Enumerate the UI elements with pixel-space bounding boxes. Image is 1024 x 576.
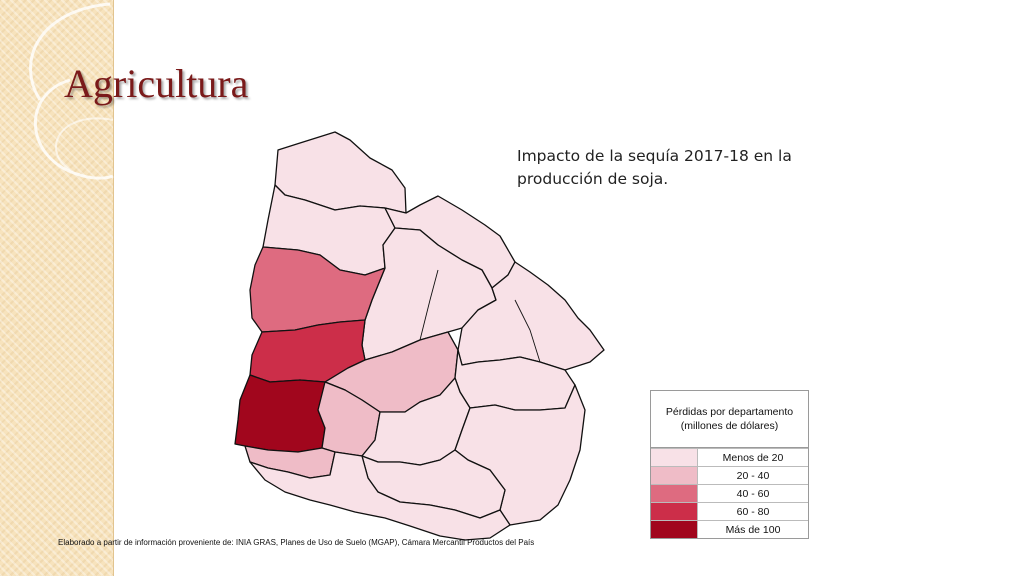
internal-border — [419, 269, 439, 341]
legend-item: Menos de 20 — [651, 448, 808, 466]
legend-item: Más de 100 — [651, 520, 808, 538]
legend-swatch — [651, 467, 698, 484]
region-south-coast — [249, 451, 511, 541]
legend-item: 40 - 60 — [651, 484, 808, 502]
legend-label: 20 - 40 — [736, 469, 770, 482]
legend-label: Menos de 20 — [722, 451, 784, 464]
legend-label: Más de 100 — [725, 523, 781, 536]
legend-title: Pérdidas por departamento (millones de d… — [651, 391, 808, 448]
legend-item: 60 - 80 — [651, 502, 808, 520]
legend-swatch — [651, 521, 698, 538]
legend: Pérdidas por departamento (millones de d… — [650, 390, 809, 539]
slide-title: Agricultura — [64, 61, 249, 106]
internal-border — [514, 299, 541, 363]
map-title: Impacto de la sequía 2017-18 en la produ… — [517, 147, 792, 188]
legend-label: 40 - 60 — [736, 487, 770, 500]
legend-swatch — [651, 503, 698, 520]
legend-swatch — [651, 449, 698, 466]
legend-item: 20 - 40 — [651, 466, 808, 484]
legend-label: 60 - 80 — [736, 505, 770, 518]
legend-swatch — [651, 485, 698, 502]
source-note: Elaborado a partir de información proven… — [58, 538, 535, 547]
